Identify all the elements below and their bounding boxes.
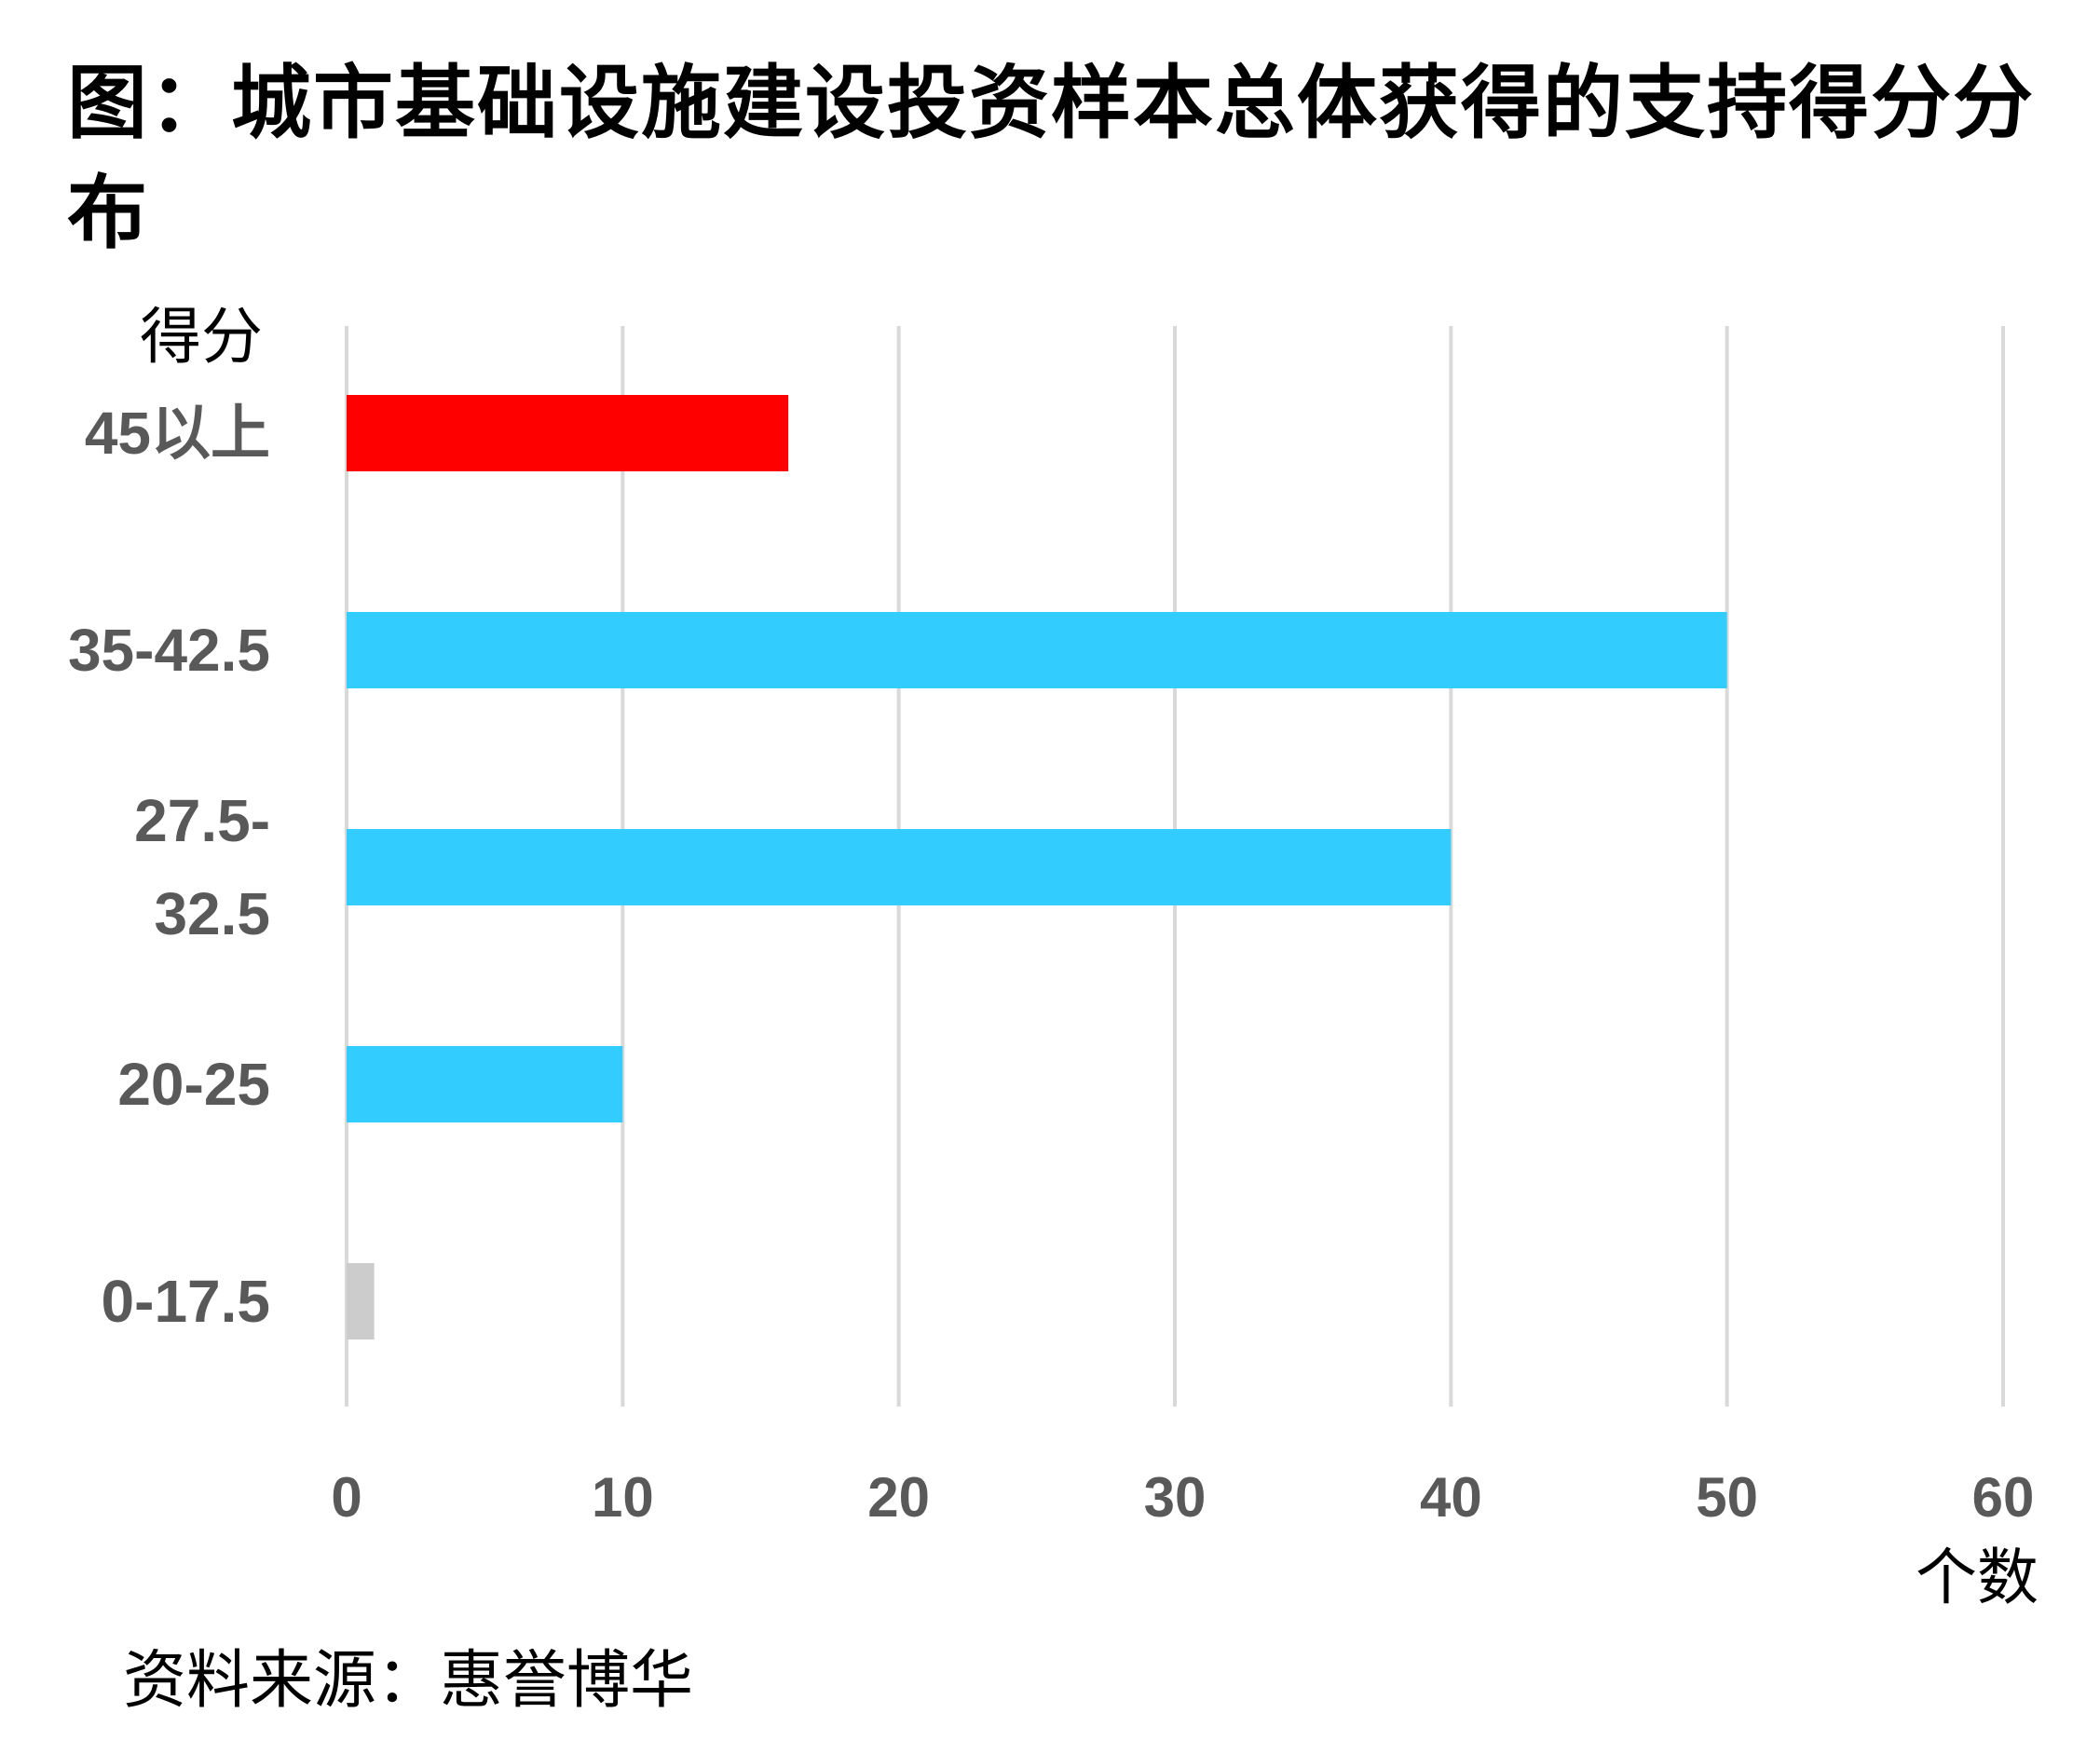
x-tick-label: 0 — [331, 1466, 361, 1529]
x-axis-label: 个数 — [1916, 1542, 2039, 1613]
x-tick-label: 60 — [1972, 1466, 2035, 1529]
category-label: 45以上 — [85, 400, 270, 467]
bar-3 — [347, 1046, 623, 1122]
x-tick-label: 20 — [867, 1466, 930, 1529]
source-note: 资料来源：惠誉博华 — [123, 1644, 694, 1718]
bar-0 — [347, 395, 789, 471]
category-labels: 45以上 35-42.5 27.5-32.5 20-25 0-17.5 — [68, 400, 270, 1335]
chart-title: 图：城市基础设施建设投资样本总体获得的支持得分分布 — [67, 57, 2035, 260]
bar-2 — [347, 829, 1452, 905]
category-label: 20-25 — [117, 1051, 270, 1118]
x-tick-label: 40 — [1420, 1466, 1482, 1529]
bar-4 — [347, 1263, 375, 1339]
category-label: 0-17.5 — [102, 1268, 270, 1335]
x-tick-label: 50 — [1696, 1466, 1758, 1529]
x-tick-labels: 0 10 20 30 40 50 60 — [331, 1466, 2034, 1529]
y-axis-label: 得分 — [140, 301, 263, 373]
x-tick-label: 10 — [592, 1466, 654, 1529]
x-tick-label: 30 — [1144, 1466, 1207, 1529]
category-label: 27.5-32.5 — [134, 787, 270, 947]
bar-1 — [347, 612, 1727, 688]
bars — [347, 395, 1727, 1339]
category-label: 35-42.5 — [68, 617, 270, 684]
